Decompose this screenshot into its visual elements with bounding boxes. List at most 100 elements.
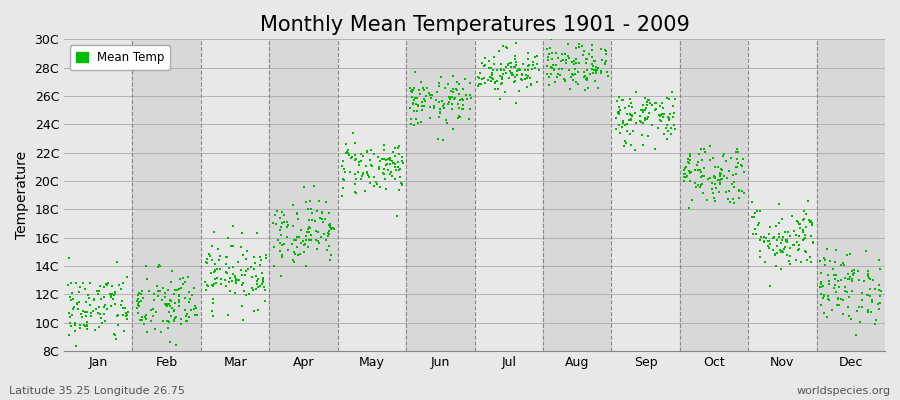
Point (814, 284, 828, 290)
Point (87, 297, 102, 304)
Point (276, 212, 291, 218)
Point (814, 291, 828, 297)
Point (521, 49, 535, 56)
Point (542, 51, 556, 57)
Point (609, 115, 624, 121)
Point (152, 287, 166, 294)
Point (423, 114, 437, 121)
Point (165, 278, 179, 285)
Point (352, 159, 366, 165)
Point (166, 317, 181, 323)
Point (238, 292, 253, 299)
Point (204, 308, 219, 314)
Point (662, 96, 676, 102)
Point (492, 96, 507, 102)
Point (857, 278, 871, 284)
Point (817, 292, 832, 298)
Point (391, 213, 405, 220)
Point (206, 296, 220, 302)
Point (274, 227, 288, 234)
Point (554, 58, 569, 64)
Point (323, 222, 338, 229)
Point (291, 216, 305, 222)
Point (598, 61, 613, 67)
Point (432, 82, 446, 89)
Point (73, 284, 87, 290)
Point (167, 291, 182, 298)
Point (69, 280, 84, 287)
Point (579, 60, 593, 66)
Point (246, 287, 260, 294)
Point (866, 276, 880, 283)
Point (310, 228, 325, 235)
Point (635, 109, 650, 115)
Point (383, 171, 398, 177)
Point (732, 188, 746, 194)
Point (845, 278, 859, 284)
Point (713, 173, 727, 179)
Point (360, 148, 374, 155)
Point (130, 298, 145, 304)
Point (616, 120, 630, 126)
Point (229, 280, 243, 286)
Bar (338, 39, 406, 351)
Point (84, 309, 98, 316)
Point (112, 282, 126, 288)
Point (648, 107, 662, 114)
Point (167, 286, 182, 293)
Point (85, 312, 99, 319)
Point (796, 226, 810, 233)
Point (404, 116, 419, 122)
Point (663, 131, 678, 137)
Point (546, 62, 561, 68)
Point (472, 81, 486, 88)
Point (749, 231, 763, 238)
Point (270, 208, 284, 214)
Point (656, 105, 670, 111)
Point (774, 239, 788, 246)
Point (320, 199, 334, 205)
Point (188, 312, 202, 318)
Point (274, 252, 289, 258)
Point (873, 266, 887, 272)
Point (305, 217, 320, 223)
Point (770, 250, 784, 256)
Point (852, 318, 867, 325)
Point (393, 180, 408, 186)
Point (545, 64, 560, 71)
Point (799, 257, 814, 264)
Point (477, 75, 491, 81)
Point (347, 188, 362, 195)
Point (190, 312, 204, 318)
Point (698, 149, 713, 156)
Point (222, 279, 237, 286)
Point (844, 276, 859, 282)
Point (416, 103, 430, 110)
Point (140, 328, 154, 335)
Point (590, 70, 604, 76)
Point (447, 95, 462, 102)
Point (409, 101, 423, 107)
Point (798, 231, 813, 238)
Point (495, 74, 509, 80)
Point (446, 89, 460, 96)
Point (177, 295, 192, 301)
Point (732, 194, 746, 201)
Point (230, 276, 244, 282)
Point (403, 85, 418, 92)
Point (348, 156, 363, 163)
Point (495, 80, 509, 86)
Point (391, 159, 405, 165)
Point (506, 72, 520, 79)
Point (335, 162, 349, 169)
Point (226, 243, 240, 250)
Point (359, 163, 374, 170)
Point (120, 312, 134, 318)
Point (773, 247, 788, 254)
Point (562, 55, 576, 61)
Point (208, 267, 222, 274)
Point (657, 111, 671, 118)
Point (146, 313, 160, 319)
Point (205, 257, 220, 263)
Point (823, 258, 837, 264)
